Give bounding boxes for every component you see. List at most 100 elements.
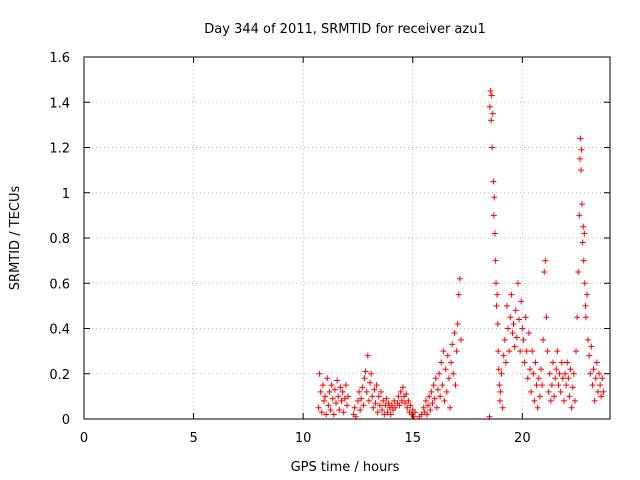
data-point [382,402,389,409]
data-point [490,212,497,219]
data-point [566,393,573,400]
data-point [411,409,418,416]
data-point [540,336,547,343]
y-tick-label: 0.4 [49,323,70,338]
data-point [405,397,412,404]
data-point [576,212,583,219]
data-point [537,366,544,373]
data-point [532,359,539,366]
data-point [507,314,514,321]
x-tick-label: 15 [404,431,421,446]
data-point [592,375,599,382]
data-point [593,359,600,366]
data-point [489,144,496,151]
data-point [487,87,494,94]
axis-ticks [83,56,610,420]
data-point [372,400,379,407]
data-point [362,368,369,375]
data-point [432,375,439,382]
data-point [429,400,436,407]
y-tick-label: 1.2 [49,142,70,157]
data-point [588,343,595,350]
data-point [495,366,502,373]
data-point [562,370,569,377]
data-point [554,348,561,355]
data-point [518,298,525,305]
data-point [545,388,552,395]
data-point [565,375,572,382]
data-point [402,400,409,407]
data-point [534,404,541,411]
data-point [403,391,410,398]
data-point [329,395,336,402]
data-point [547,397,554,404]
data-point [560,397,567,404]
data-point [407,402,414,409]
data-point [556,370,563,377]
y-tick-label: 0.8 [49,232,70,247]
data-point [374,409,381,416]
data-point [542,257,549,264]
data-point [494,291,501,298]
data-point [361,375,368,382]
data-point [558,359,565,366]
data-point [396,402,403,409]
data-point [399,384,406,391]
x-axis-label: GPS time / hours [291,460,400,475]
data-point [316,370,323,377]
data-point [548,382,555,389]
data-point [582,314,589,321]
data-point [342,382,349,389]
data-point [500,352,507,359]
data-point [456,275,463,282]
data-point [516,316,523,323]
data-point [514,280,521,287]
data-point [531,397,538,404]
data-point [522,314,529,321]
data-point [370,404,377,411]
data-point [440,348,447,355]
data-point [344,402,350,409]
data-point [521,359,528,366]
data-point [586,352,593,359]
data-point [578,201,585,208]
data-point [578,146,585,153]
data-point [550,359,557,366]
data-point [315,404,322,411]
data-point [354,397,361,404]
data-point [533,382,540,389]
data-point [392,404,399,411]
data-point [555,382,562,389]
data-point [571,397,578,404]
data-point [493,280,500,287]
data-point [341,395,348,402]
data-point [585,336,592,343]
data-point [517,348,524,355]
data-point [544,348,551,355]
data-point [489,110,496,117]
data-point [591,397,598,404]
data-point [436,370,443,377]
data-point [333,400,340,407]
data-point [330,411,337,418]
data-point [447,404,454,411]
data-point [451,330,458,337]
data-point [574,314,581,321]
data-point [364,352,371,359]
data-point [583,291,590,298]
data-point [336,406,343,413]
data-point [597,382,604,389]
data-point [380,397,387,404]
data-point [388,402,395,409]
data-point [541,268,548,275]
data-point [359,384,366,391]
data-point [442,366,449,373]
data-point [457,336,464,343]
data-point [511,343,518,350]
data-point [452,382,459,389]
data-point [529,348,536,355]
data-point [523,348,530,355]
data-point [580,223,587,230]
data-point [367,379,374,386]
